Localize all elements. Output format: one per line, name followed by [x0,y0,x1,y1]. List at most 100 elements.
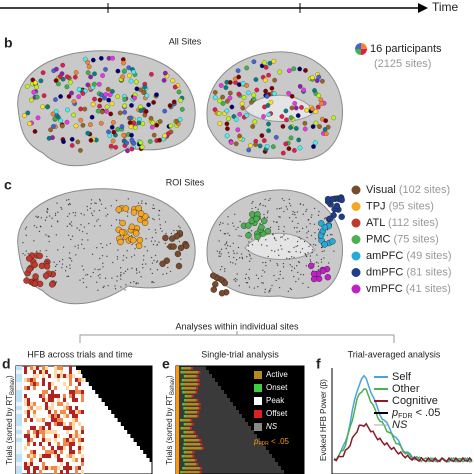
heatmap-cell [16,442,22,446]
site [264,205,267,207]
raster-onset [180,419,183,422]
site [112,261,114,264]
heatmap-cell [57,446,60,450]
raster-onset [183,415,186,418]
site [99,268,101,270]
raster-black [254,430,304,434]
site [312,140,318,146]
raster-active [180,471,200,474]
heatmap-cell [57,366,60,370]
site [266,112,272,118]
legend-label: Peak [266,396,285,405]
trace [333,388,473,464]
raster-onset [180,435,183,438]
roi-site [130,236,137,244]
legend-count: (102 sites) [399,184,450,196]
site [297,261,300,263]
heatmap-cell [45,466,48,470]
site [100,203,103,205]
heatmap-black [133,438,152,442]
site [98,120,104,126]
legend-label: Self [392,371,412,383]
site [238,235,240,237]
site [154,122,160,128]
heatmap-cell [75,458,78,462]
site [36,250,38,252]
site [253,142,258,147]
site [105,86,111,92]
site [288,135,294,141]
site [300,273,302,276]
site [130,256,133,258]
heatmap-cell [27,386,30,390]
raster-onset [184,399,187,402]
heatmap-cell [78,410,81,414]
site [240,105,246,111]
heatmap-cell [24,370,27,374]
raster-offset [191,423,194,426]
site [217,98,223,104]
site [135,283,137,285]
site [279,114,285,119]
raster-black [275,458,304,462]
roi-site [338,213,345,221]
site [151,281,153,283]
site [267,255,269,258]
site [244,65,250,71]
site [35,215,37,217]
site [180,258,182,260]
site [40,217,42,219]
site [67,275,70,277]
site [269,198,271,200]
site [115,68,121,74]
site [263,77,268,83]
roi-site [137,210,145,217]
legend-swatch [351,218,361,228]
site [88,222,90,225]
roi-site [329,238,336,245]
heatmap-cell [78,466,81,470]
heatmap-black [120,422,152,426]
site [154,92,159,98]
site [110,89,115,94]
site [275,239,277,241]
site [262,261,264,264]
roi-site [258,223,265,231]
heatmap-cell [16,462,22,466]
site [54,212,57,215]
site [280,150,286,156]
heatmap-cell [54,434,57,438]
site [311,249,314,251]
site [138,108,144,113]
site [126,73,132,79]
heatmap-cell [54,466,57,470]
site [80,91,86,96]
site [115,94,121,99]
site [288,202,291,205]
site [148,228,150,231]
site [272,234,274,236]
site [56,263,58,266]
site [298,278,300,280]
site [315,261,318,263]
site [125,257,128,259]
site [313,207,316,210]
site [308,245,310,248]
site [289,287,292,290]
site [102,262,104,264]
y-label-text: Trials (sorted by RT [165,395,174,465]
site [237,133,242,139]
site [129,281,132,284]
legend-label: PMC (75 sites) [366,233,439,245]
site [228,140,234,145]
site [220,101,226,106]
site [53,97,58,102]
site [82,277,84,280]
raster-onset [181,387,184,390]
site [149,124,155,130]
site [151,262,154,264]
site [281,236,283,238]
site [331,234,333,236]
roi-site [115,206,123,213]
site [165,131,171,137]
